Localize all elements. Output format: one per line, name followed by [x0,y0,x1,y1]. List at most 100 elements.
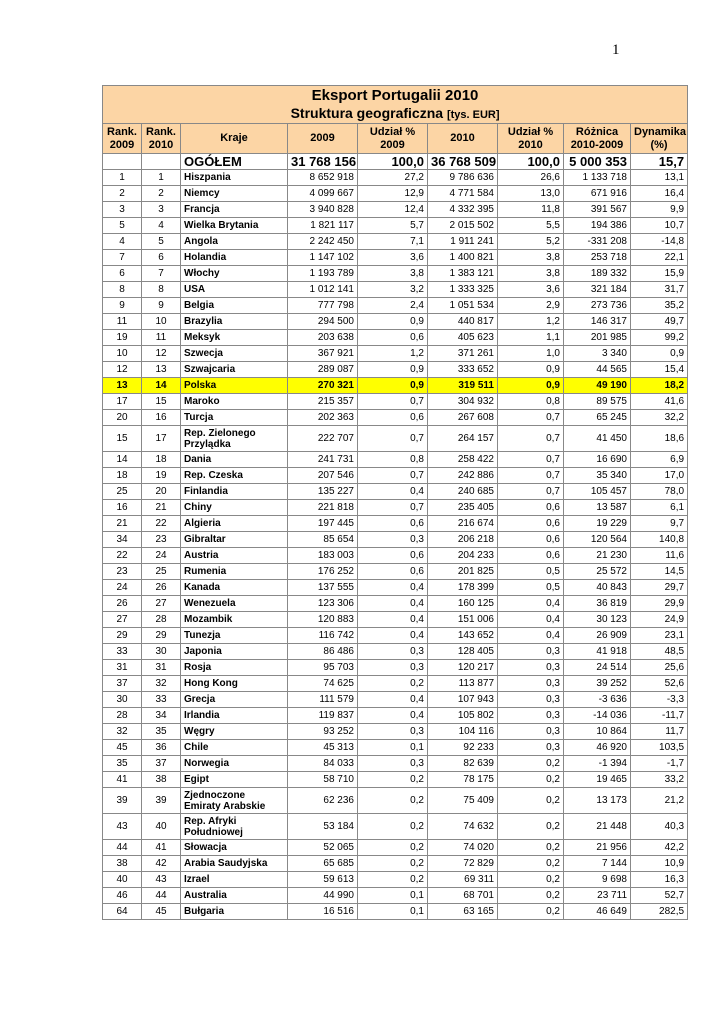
cell-rank-2009: 14 [102,451,142,468]
cell-rank-2010: 39 [141,787,181,814]
cell-share-2010: 0,9 [497,377,564,394]
cell-rank-2010: 42 [141,855,181,872]
cell-value-2009: 52 065 [287,839,358,856]
cell-difference: 26 909 [563,627,631,644]
cell-rank-2009: 46 [102,887,142,904]
cell-rank-2010: 15 [141,393,181,410]
cell-rank-2010: 9 [141,297,181,314]
cell-value-2009: 4 099 667 [287,185,358,202]
cell-rank-2010: 20 [141,483,181,500]
cell-dynamics: 40,3 [629,813,689,840]
cell-share-2009: 0,9 [357,313,428,330]
table-row-highlighted: 13 14 Polska 270 321 0,9 319 511 0,9 49 190 18,2 [102,377,689,394]
table-row: 45 36 Chile 45 313 0,1 92 233 0,3 46 920 103,5 [102,739,689,756]
cell-value-2010: 1 333 325 [427,281,498,298]
cell-rank-2009: 38 [102,855,142,872]
table-row: 46 44 Australia 44 990 0,1 68 701 0,2 23 711 52,… [102,887,689,904]
cell-country: Chiny [180,499,288,516]
cell-rank-2009: 30 [102,691,142,708]
cell-share-2010: 0,7 [497,467,564,484]
cell-value-2010: 105 802 [427,707,498,724]
cell-rank-2009: 8 [102,281,142,298]
cell-share-2009: 0,7 [357,393,428,410]
cell-value-2010: 178 399 [427,579,498,596]
total-dynamics: 15,7 [629,153,689,170]
table-row: 44 41 Słowacja 52 065 0,2 74 020 0,2 21 956 42,2 [102,839,689,856]
table-row: 30 33 Grecja 111 579 0,4 107 943 0,3 -3 636 -3,3 [102,691,689,708]
cell-share-2009: 0,6 [357,329,428,346]
cell-difference: 19 465 [563,771,631,788]
cell-value-2010: 371 261 [427,345,498,362]
table-row: 38 42 Arabia Saudyjska 65 685 0,2 72 829 0,2 7 … [102,855,689,872]
cell-country: Algieria [180,515,288,532]
cell-value-2010: 1 383 121 [427,265,498,282]
cell-rank-2010: 34 [141,707,181,724]
cell-country: Tunezja [180,627,288,644]
cell-rank-2009: 10 [102,345,142,362]
cell-country: Arabia Saudyjska [180,855,288,872]
table-row: 41 38 Egipt 58 710 0,2 78 175 0,2 19 465 33,2 [102,771,689,788]
cell-share-2010: 0,6 [497,515,564,532]
cell-rank-2010: 41 [141,839,181,856]
cell-share-2009: 0,9 [357,361,428,378]
cell-share-2010: 0,4 [497,595,564,612]
cell-difference: 321 184 [563,281,631,298]
cell-difference: 273 736 [563,297,631,314]
cell-rank-2009: 25 [102,483,142,500]
cell-rank-2009: 18 [102,467,142,484]
cell-value-2010: 75 409 [427,787,498,814]
cell-value-2010: 151 006 [427,611,498,628]
cell-rank-2010: 28 [141,611,181,628]
cell-value-2009: 1 012 141 [287,281,358,298]
cell-difference: 41 918 [563,643,631,660]
cell-dynamics: 32,2 [629,409,689,426]
cell-share-2010: 0,2 [497,839,564,856]
cell-share-2009: 0,1 [357,887,428,904]
cell-difference: 41 450 [563,425,631,452]
cell-value-2009: 294 500 [287,313,358,330]
cell-difference: 194 386 [563,217,631,234]
table-row: 24 26 Kanada 137 555 0,4 178 399 0,5 40 843 29,7 [102,579,689,596]
cell-rank-2009: 11 [102,313,142,330]
cell-value-2010: 235 405 [427,499,498,516]
cell-share-2010: 0,3 [497,675,564,692]
cell-share-2010: 0,6 [497,531,564,548]
cell-country: Angola [180,233,288,250]
cell-value-2010: 206 218 [427,531,498,548]
cell-share-2009: 3,2 [357,281,428,298]
cell-dynamics: 15,4 [629,361,689,378]
cell-value-2010: 63 165 [427,903,498,920]
cell-difference: 21 230 [563,547,631,564]
cell-share-2010: 0,5 [497,579,564,596]
cell-country: Kanada [180,579,288,596]
cell-rank-2010: 26 [141,579,181,596]
cell-share-2009: 0,7 [357,425,428,452]
cell-country: Rep. Zielonego Przylądka [180,425,288,452]
cell-country: Gibraltar [180,531,288,548]
header-share-2010: Udział % 2010 [497,123,564,154]
cell-share-2010: 0,8 [497,393,564,410]
cell-difference: 10 864 [563,723,631,740]
header-row: Rank. 2009 Rank. 2010 Kraje 2009 Udział % 20… [102,123,689,154]
table-row: 21 22 Algieria 197 445 0,6 216 674 0,6 19 229 9,… [102,515,689,532]
cell-difference: 391 567 [563,201,631,218]
cell-rank-2009: 5 [102,217,142,234]
cell-difference: -331 208 [563,233,631,250]
cell-value-2009: 1 193 789 [287,265,358,282]
cell-dynamics: 10,7 [629,217,689,234]
cell-share-2009: 0,3 [357,723,428,740]
cell-share-2009: 12,4 [357,201,428,218]
cell-rank-2009: 33 [102,643,142,660]
cell-country: Belgia [180,297,288,314]
cell-difference: 3 340 [563,345,631,362]
cell-value-2009: 222 707 [287,425,358,452]
cell-difference: 39 252 [563,675,631,692]
cell-share-2009: 0,3 [357,755,428,772]
cell-country: Norwegia [180,755,288,772]
cell-rank-2009: 15 [102,425,142,452]
cell-value-2010: 120 217 [427,659,498,676]
cell-dynamics: 13,1 [629,169,689,186]
cell-share-2010: 0,2 [497,871,564,888]
cell-dynamics: -11,7 [629,707,689,724]
cell-dynamics: 52,7 [629,887,689,904]
